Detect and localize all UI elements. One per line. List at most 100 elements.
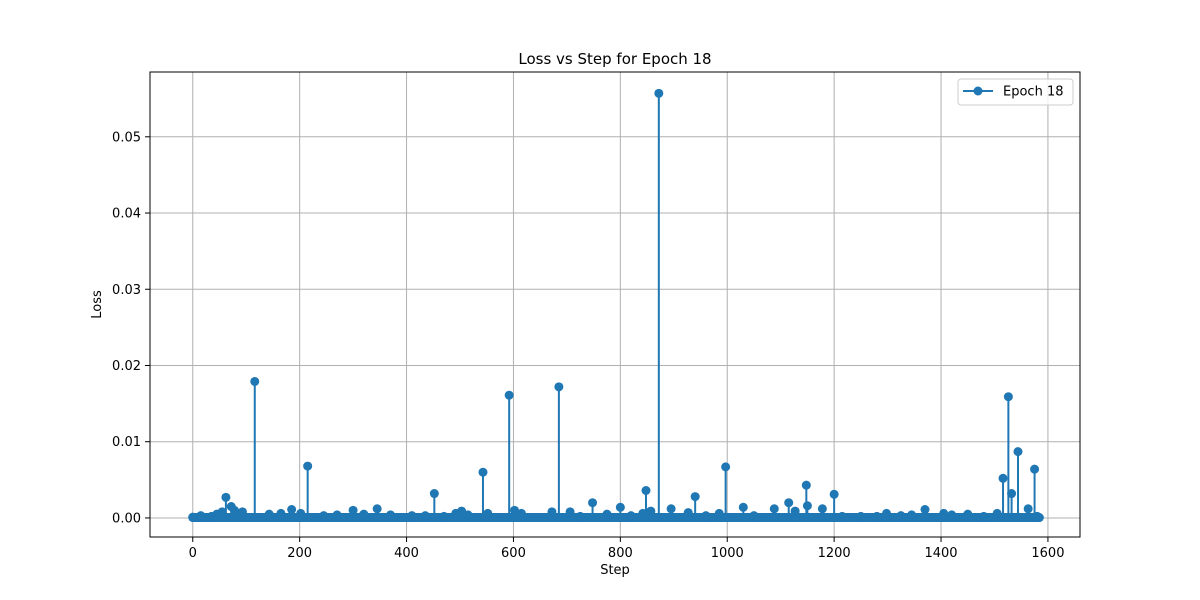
- data-point: [963, 509, 973, 519]
- data-point: [829, 489, 839, 499]
- y-tick-label: 0.05: [112, 130, 141, 145]
- data-point: [547, 507, 557, 517]
- data-point: [359, 509, 369, 519]
- data-point: [1007, 489, 1017, 499]
- data-point: [802, 501, 812, 511]
- x-tick-label: 0: [189, 546, 197, 561]
- y-tick-label: 0.01: [112, 435, 141, 450]
- y-axis-title: Loss: [90, 290, 105, 319]
- data-point: [1032, 511, 1042, 521]
- data-point: [920, 505, 930, 515]
- x-tick-label: 1600: [1031, 546, 1064, 561]
- data-point: [769, 504, 779, 514]
- data-point: [319, 511, 329, 521]
- data-point: [483, 508, 493, 518]
- plot-frame: [149, 71, 1081, 538]
- data-point: [554, 382, 564, 392]
- x-tick-label: 600: [501, 546, 526, 561]
- x-tick-label: 1200: [818, 546, 851, 561]
- data-point: [188, 512, 198, 522]
- data-point: [872, 511, 882, 521]
- data-point: [221, 492, 231, 502]
- x-axis-title: Step: [600, 563, 630, 578]
- data-point: [250, 376, 260, 386]
- data-point: [646, 506, 656, 516]
- data-point: [217, 507, 227, 517]
- y-tick-label: 0.02: [112, 359, 141, 374]
- legend-marker-swatch: [973, 86, 983, 96]
- data-point: [998, 473, 1008, 483]
- chart-title: Loss vs Step for Epoch 18: [518, 50, 711, 68]
- data-point: [626, 511, 636, 521]
- legend-box: [957, 78, 1074, 106]
- data-point: [992, 508, 1002, 518]
- data-point: [348, 505, 358, 515]
- data-point: [790, 506, 800, 516]
- data-point: [287, 505, 297, 515]
- data-point: [463, 510, 473, 520]
- data-point: [588, 498, 598, 508]
- data-point: [1030, 464, 1040, 474]
- data-point: [638, 508, 648, 518]
- data-point: [429, 489, 439, 499]
- data-point: [907, 510, 917, 520]
- data-point: [1023, 504, 1033, 514]
- data-point: [386, 510, 396, 520]
- data-point: [264, 509, 274, 519]
- data-point: [1003, 392, 1013, 402]
- data-point: [478, 467, 488, 477]
- data-point: [979, 511, 989, 521]
- data-point: [749, 511, 759, 521]
- y-tick-label: 0.04: [112, 207, 141, 222]
- x-tick-label: 400: [394, 546, 419, 561]
- data-point: [882, 508, 892, 518]
- data-point: [332, 510, 342, 520]
- data-point: [516, 508, 526, 518]
- y-tick-label: 0.03: [112, 283, 141, 298]
- data-point: [947, 510, 957, 520]
- data-point: [856, 511, 866, 521]
- data-point: [407, 511, 417, 521]
- data-point: [196, 511, 206, 521]
- legend: Epoch 18: [957, 78, 1074, 106]
- data-point: [575, 511, 585, 521]
- data-point: [420, 511, 430, 521]
- data-point: [439, 511, 449, 521]
- x-tick-label: 200: [287, 546, 312, 561]
- data-point: [602, 509, 612, 519]
- data-point: [296, 508, 306, 518]
- data-point: [690, 492, 700, 502]
- data-point: [801, 480, 811, 490]
- plot-series: [188, 88, 1044, 523]
- data-point: [565, 507, 575, 517]
- data-point: [784, 498, 794, 508]
- data-point: [837, 511, 847, 521]
- data-point: [666, 504, 676, 514]
- data-point: [372, 504, 382, 514]
- data-point: [237, 507, 247, 517]
- data-point: [510, 505, 520, 515]
- data-point: [504, 390, 514, 400]
- data-point: [738, 502, 748, 512]
- x-tick-label: 1400: [924, 546, 957, 561]
- data-point: [276, 508, 286, 518]
- data-point: [303, 461, 313, 471]
- x-tick-label: 1000: [711, 546, 744, 561]
- x-axis: 0 200 400 600 800 1000 1200 1400 1600: [189, 537, 1064, 561]
- y-tick-label: 0.00: [112, 511, 141, 526]
- data-point: [683, 508, 693, 518]
- data-point: [615, 502, 625, 512]
- data-point: [896, 511, 906, 521]
- y-axis: 0.00 0.01 0.02 0.03 0.04 0.05: [112, 130, 150, 526]
- data-point: [817, 504, 827, 514]
- data-point: [714, 508, 724, 518]
- x-tick-label: 800: [608, 546, 633, 561]
- data-point: [701, 511, 711, 521]
- data-point: [721, 462, 731, 472]
- data-point: [939, 508, 949, 518]
- data-point: [229, 505, 239, 515]
- data-point: [654, 88, 664, 98]
- data-point: [1013, 447, 1023, 457]
- data-point: [641, 486, 651, 495]
